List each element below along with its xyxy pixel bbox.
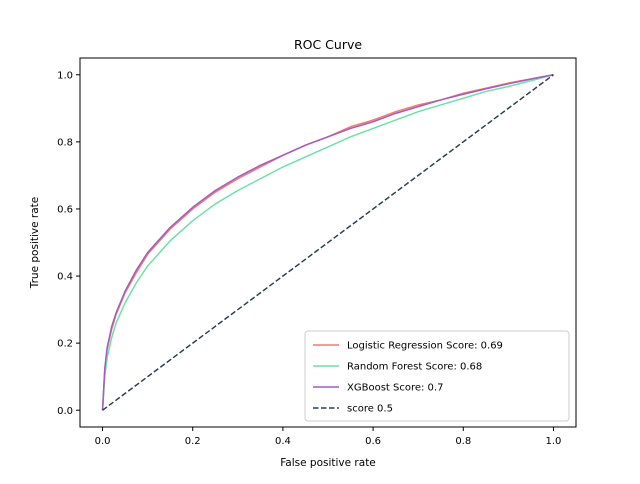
curves-layer — [101, 74, 554, 411]
chart-title: ROC Curve — [294, 37, 362, 52]
x-tick-label: 0.0 — [95, 436, 111, 447]
legend-entry-label: Logistic Regression Score: 0.69 — [347, 341, 503, 352]
legend-entry-label: Random Forest Score: 0.68 — [347, 362, 482, 373]
legend-box — [304, 330, 570, 422]
x-tick-label: 0.4 — [275, 436, 291, 447]
y-axis-label: True positive rate — [29, 197, 41, 290]
legend-entry-label: XGBoost Score: 0.7 — [347, 383, 443, 394]
y-tick-label: 0.0 — [57, 406, 73, 417]
y-tick-label: 0.2 — [57, 339, 73, 350]
x-tick-label: 0.8 — [455, 436, 471, 447]
y-tick-label: 0.8 — [57, 137, 73, 148]
series-line-2 — [101, 74, 554, 411]
x-tick-label: 0.2 — [185, 436, 201, 447]
y-ticks: 0.0 0.2 0.4 0.6 0.8 1.0 — [57, 70, 80, 417]
y-tick-label: 1.0 — [57, 70, 73, 81]
x-ticks: 0.0 0.2 0.4 0.6 0.8 1.0 — [95, 427, 562, 447]
x-tick-label: 1.0 — [546, 436, 562, 447]
plot-frame — [79, 57, 577, 428]
y-tick-label: 0.4 — [57, 272, 73, 283]
series-line-3 — [102, 74, 554, 411]
y-tick-label: 0.6 — [57, 205, 73, 216]
legend: Logistic Regression Score: 0.69 Random Fo… — [304, 330, 570, 422]
x-axis-label: False positive rate — [280, 457, 376, 469]
legend-entry-label: score 0.5 — [347, 404, 393, 415]
x-tick-label: 0.6 — [365, 436, 381, 447]
series-line-1 — [101, 74, 554, 411]
